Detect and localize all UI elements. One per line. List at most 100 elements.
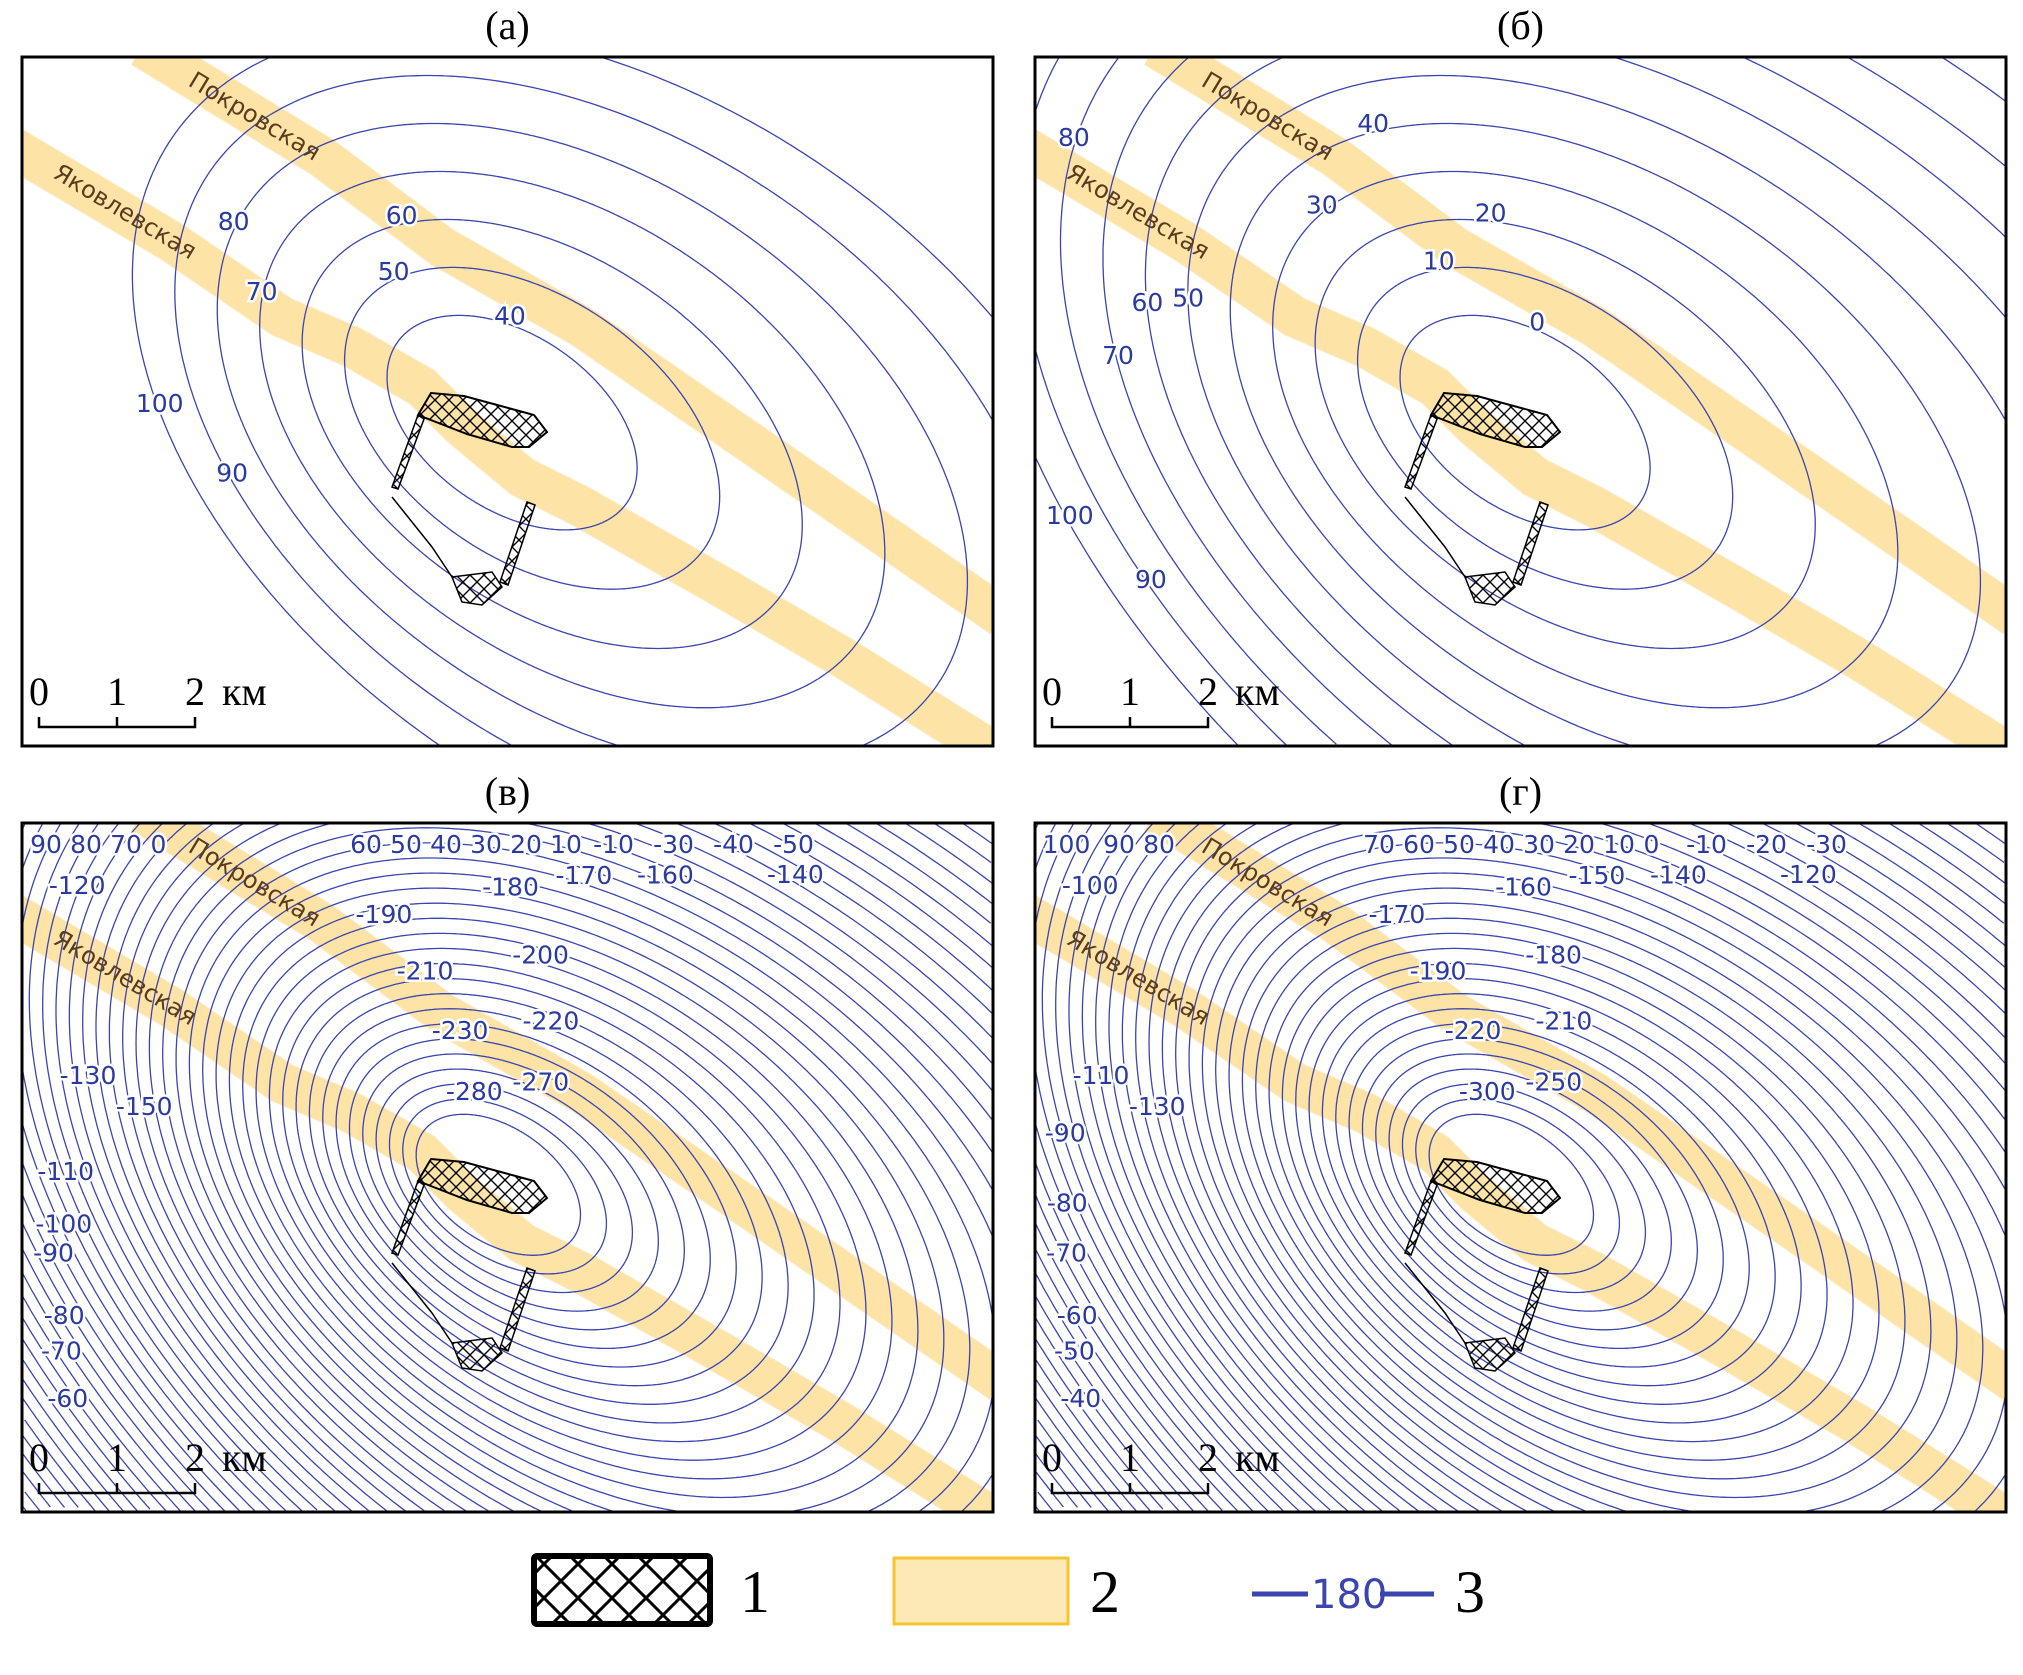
- isoline-label: -280: [446, 1077, 503, 1106]
- isoline: [1229, 122, 1982, 746]
- isoline-label: -170: [1369, 900, 1426, 929]
- isoline-label: -170: [556, 861, 613, 890]
- isoline: [295, 977, 815, 1424]
- hatched-area: [391, 1157, 549, 1372]
- isoline-label: 60: [386, 201, 418, 230]
- boundary-line: [391, 1262, 453, 1344]
- legend-item-hatched: 1: [531, 1553, 770, 1627]
- isoline: [22, 1433, 79, 1508]
- isoline-label: 90: [1103, 830, 1135, 859]
- isoline-label: -140: [1650, 861, 1707, 890]
- isoline-label: -210: [1536, 1007, 1593, 1036]
- panel-frame: [20, 821, 995, 1514]
- isoline: [1361, 1038, 1724, 1350]
- isoline: [131, 57, 993, 746]
- road-pokrovskaya: [131, 57, 993, 634]
- isoline: [1241, 902, 1958, 1512]
- isoline: [1144, 57, 2006, 746]
- isoline: [348, 1038, 711, 1350]
- panel-title: (а): [485, 3, 529, 48]
- isoline: [343, 266, 721, 590]
- isoline: [188, 857, 993, 1512]
- isoline: [1035, 823, 2006, 1512]
- isoline-label: -90: [1045, 1118, 1086, 1147]
- isoline-label: -160: [1495, 873, 1552, 902]
- scale-bar: 0 1 2 км: [29, 1435, 267, 1495]
- legend-label-3: 3: [1455, 1559, 1485, 1625]
- isoline: [1295, 962, 1854, 1443]
- hatched-area-south: [1463, 571, 1516, 606]
- isoline-label: -110: [1073, 1061, 1130, 1090]
- isoline: [1037, 1491, 1055, 1512]
- isoline-label: -120: [1780, 860, 1837, 889]
- isoline: [22, 1246, 210, 1511]
- isoline-label: -90: [33, 1238, 74, 1267]
- isoline: [1035, 1471, 1064, 1508]
- isoline: [1055, 823, 2005, 1511]
- isoline-label: 50: [1172, 283, 1204, 312]
- isoline: [1321, 993, 1802, 1405]
- isoline-label: -200: [512, 941, 569, 970]
- road-swatch: [892, 1556, 1070, 1626]
- isoline: [268, 947, 867, 1461]
- isoline: [1035, 1433, 1092, 1508]
- panel-frame: [1033, 821, 2008, 1514]
- isoline: [308, 993, 789, 1405]
- isoline-label: 90: [30, 830, 62, 859]
- hatched-strip-west: [1404, 413, 1438, 490]
- isoline-label: -40: [1060, 1384, 1101, 1413]
- isoline-label: -180: [1525, 941, 1582, 970]
- isoline-label: 0: [1529, 307, 1545, 336]
- isoline-label: 60: [1131, 288, 1163, 317]
- isoline: [362, 1053, 685, 1331]
- hatched-area-north: [1429, 1157, 1562, 1214]
- isoline: [1281, 947, 1880, 1461]
- isoline: [22, 1315, 168, 1512]
- isoline: [1255, 917, 1932, 1499]
- road-pokrovskaya: [131, 823, 993, 1400]
- isoline: [82, 823, 993, 1512]
- panel-frame: [1033, 55, 2008, 748]
- isoline-label: 10: [1603, 830, 1635, 859]
- isoline: [22, 1272, 197, 1512]
- scale-bar-line: [1050, 1483, 1210, 1495]
- hatched-area-south: [450, 571, 503, 606]
- road-label-yakovlevskaya: Яковлевская: [1062, 158, 1215, 265]
- isoline: [68, 823, 993, 1512]
- isoline-label: -150: [1569, 861, 1626, 890]
- legend-label-2: 2: [1090, 1559, 1120, 1625]
- isoline-label: -230: [432, 1016, 489, 1045]
- hatched-area-south: [450, 1337, 503, 1372]
- isoline: [255, 932, 893, 1480]
- isoline: [22, 823, 993, 1512]
- isoline-label: 40: [494, 302, 526, 331]
- boundary-line: [1404, 1262, 1466, 1344]
- isoline: [1428, 1113, 1595, 1256]
- isoline-label: -250: [1525, 1068, 1582, 1097]
- isoline-label: -120: [49, 871, 106, 900]
- isoline-label: -10: [1686, 830, 1727, 859]
- isoline: [402, 1098, 608, 1275]
- isoline: [1121, 823, 2006, 1512]
- isoline-label: 40: [1357, 109, 1389, 138]
- isoline-label: -30: [653, 830, 694, 859]
- isoline-label: 10: [550, 830, 582, 859]
- isoline-label: -50: [773, 830, 814, 859]
- isoline: [1035, 1315, 1181, 1512]
- isoline-label: -60: [1057, 1301, 1098, 1330]
- isoline-label: -300: [1459, 1077, 1516, 1106]
- isoline: [1135, 823, 2006, 1512]
- isoline: [1035, 1376, 1138, 1512]
- isoline: [148, 823, 993, 1512]
- scale-tick-label: 1: [107, 1435, 127, 1480]
- road-label-yakovlevskaya: Яковлевская: [49, 158, 202, 265]
- isoline-label: 20: [1563, 830, 1595, 859]
- isoline: [122, 823, 993, 1512]
- scale-bar-line: [37, 1483, 197, 1495]
- isoline: [175, 842, 993, 1512]
- isoline-label: -180: [482, 873, 539, 902]
